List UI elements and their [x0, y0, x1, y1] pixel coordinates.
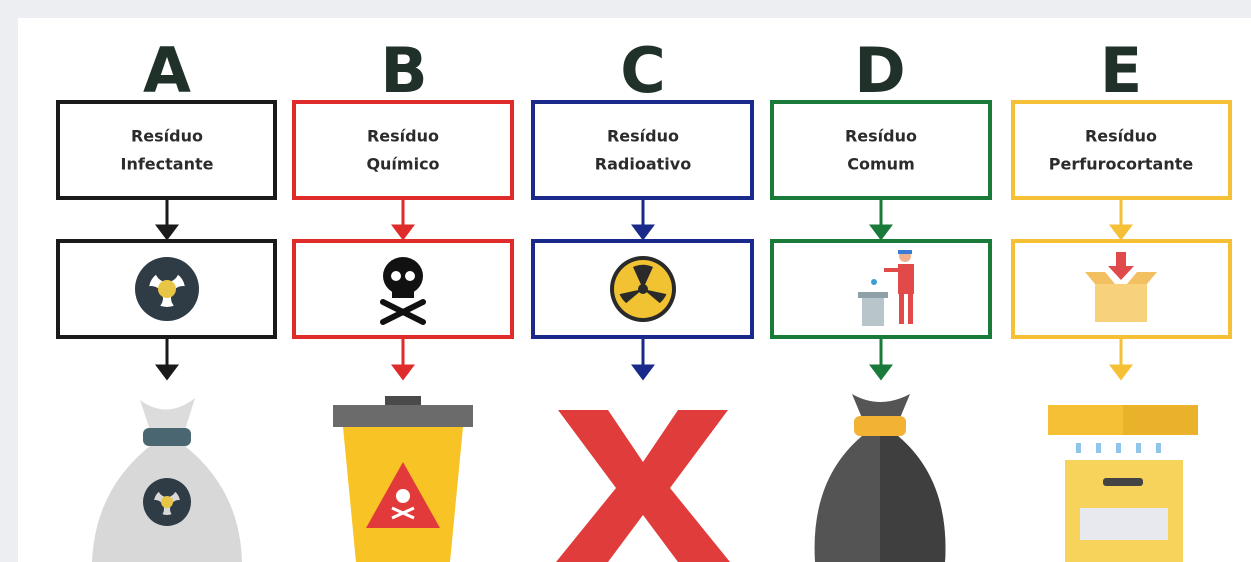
letter: E	[1100, 34, 1142, 107]
letter: A	[143, 34, 191, 107]
letter: C	[620, 34, 666, 107]
biohazard-icon	[135, 257, 199, 321]
label-box	[1013, 102, 1230, 198]
letter: D	[854, 34, 905, 107]
label-box	[533, 102, 752, 198]
label-box	[772, 102, 990, 198]
label-line: Resíduo	[845, 127, 917, 146]
label-line: Químico	[366, 155, 439, 174]
radiation-icon	[610, 256, 676, 322]
infographic: A Resíduo Infectante B Resíduo Químico	[0, 0, 1251, 562]
page: {"columns": [ {"letter": "A", "label": […	[0, 0, 1251, 562]
label-line: Comum	[847, 155, 914, 174]
letter: B	[380, 34, 427, 107]
label-line: Perfurocortante	[1049, 155, 1194, 174]
label-box	[58, 102, 275, 198]
sharps-container	[1048, 405, 1198, 562]
label-box	[294, 102, 512, 198]
label-line: Resíduo	[607, 127, 679, 146]
label-line: Resíduo	[367, 127, 439, 146]
label-line: Infectante	[121, 155, 214, 174]
chemical-bin	[333, 396, 473, 562]
label-line: Resíduo	[131, 127, 203, 146]
label-line: Radioativo	[595, 155, 691, 174]
label-line: Resíduo	[1085, 127, 1157, 146]
